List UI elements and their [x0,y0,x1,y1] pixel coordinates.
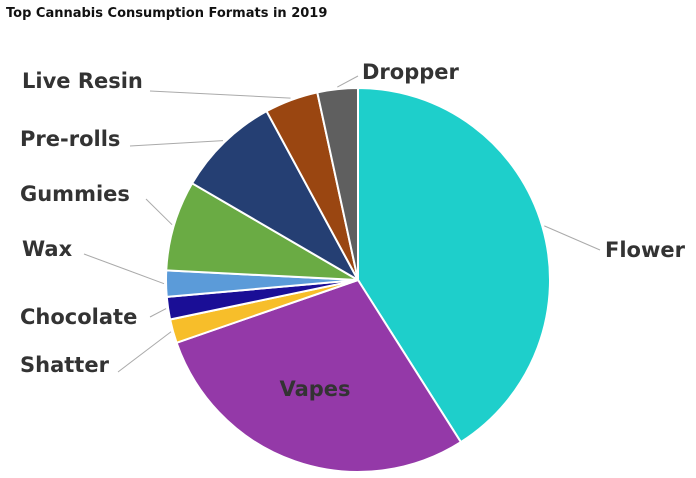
slice-label: Wax [22,237,73,261]
pie-slice-dropper [316,86,359,281]
slice-label: Pre-rolls [20,127,120,151]
slice-label: Shatter [20,353,110,377]
slice-label: Chocolate [20,305,137,329]
leader-line [149,90,291,99]
leader-line [544,225,601,251]
pie-slice-vapes [175,278,463,473]
leader-line [145,198,173,226]
slice-label: Gummies [20,182,130,206]
slice-label: Vapes [279,377,350,401]
chart-title: Top Cannabis Consumption Formats in 2019 [6,6,328,21]
leader-line [337,75,359,88]
pie-slice-pre-rolls [190,109,361,283]
slice-label: Live Resin [22,69,143,93]
leader-line [129,140,224,147]
leader-line [117,331,172,373]
slice-label: Dropper [362,60,460,84]
pie-slice-flower [357,86,551,444]
slice-label: Flower [605,238,686,262]
leader-line [149,308,167,318]
leader-line [83,253,165,285]
